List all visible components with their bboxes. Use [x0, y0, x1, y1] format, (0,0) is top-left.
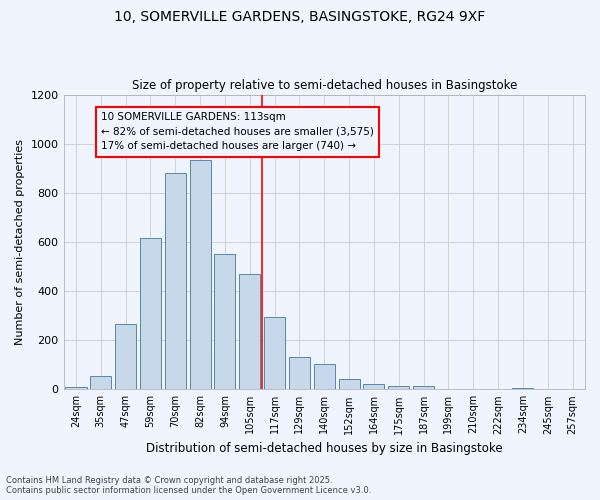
- Text: 10 SOMERVILLE GARDENS: 113sqm
← 82% of semi-detached houses are smaller (3,575)
: 10 SOMERVILLE GARDENS: 113sqm ← 82% of s…: [101, 112, 374, 152]
- Bar: [338, 380, 359, 390]
- Bar: [239, 274, 260, 390]
- Bar: [140, 238, 161, 390]
- Bar: [388, 386, 409, 390]
- Text: 10, SOMERVILLE GARDENS, BASINGSTOKE, RG24 9XF: 10, SOMERVILLE GARDENS, BASINGSTOKE, RG2…: [115, 10, 485, 24]
- Bar: [214, 254, 235, 390]
- Bar: [413, 386, 434, 390]
- Bar: [512, 388, 533, 390]
- Bar: [364, 384, 385, 390]
- Bar: [289, 358, 310, 390]
- Text: Contains HM Land Registry data © Crown copyright and database right 2025.
Contai: Contains HM Land Registry data © Crown c…: [6, 476, 371, 495]
- Bar: [90, 376, 112, 390]
- Bar: [165, 173, 186, 390]
- X-axis label: Distribution of semi-detached houses by size in Basingstoke: Distribution of semi-detached houses by …: [146, 442, 503, 455]
- Bar: [314, 364, 335, 390]
- Bar: [264, 317, 285, 390]
- Bar: [190, 160, 211, 390]
- Y-axis label: Number of semi-detached properties: Number of semi-detached properties: [15, 139, 25, 345]
- Title: Size of property relative to semi-detached houses in Basingstoke: Size of property relative to semi-detach…: [131, 79, 517, 92]
- Bar: [65, 387, 86, 390]
- Bar: [115, 324, 136, 390]
